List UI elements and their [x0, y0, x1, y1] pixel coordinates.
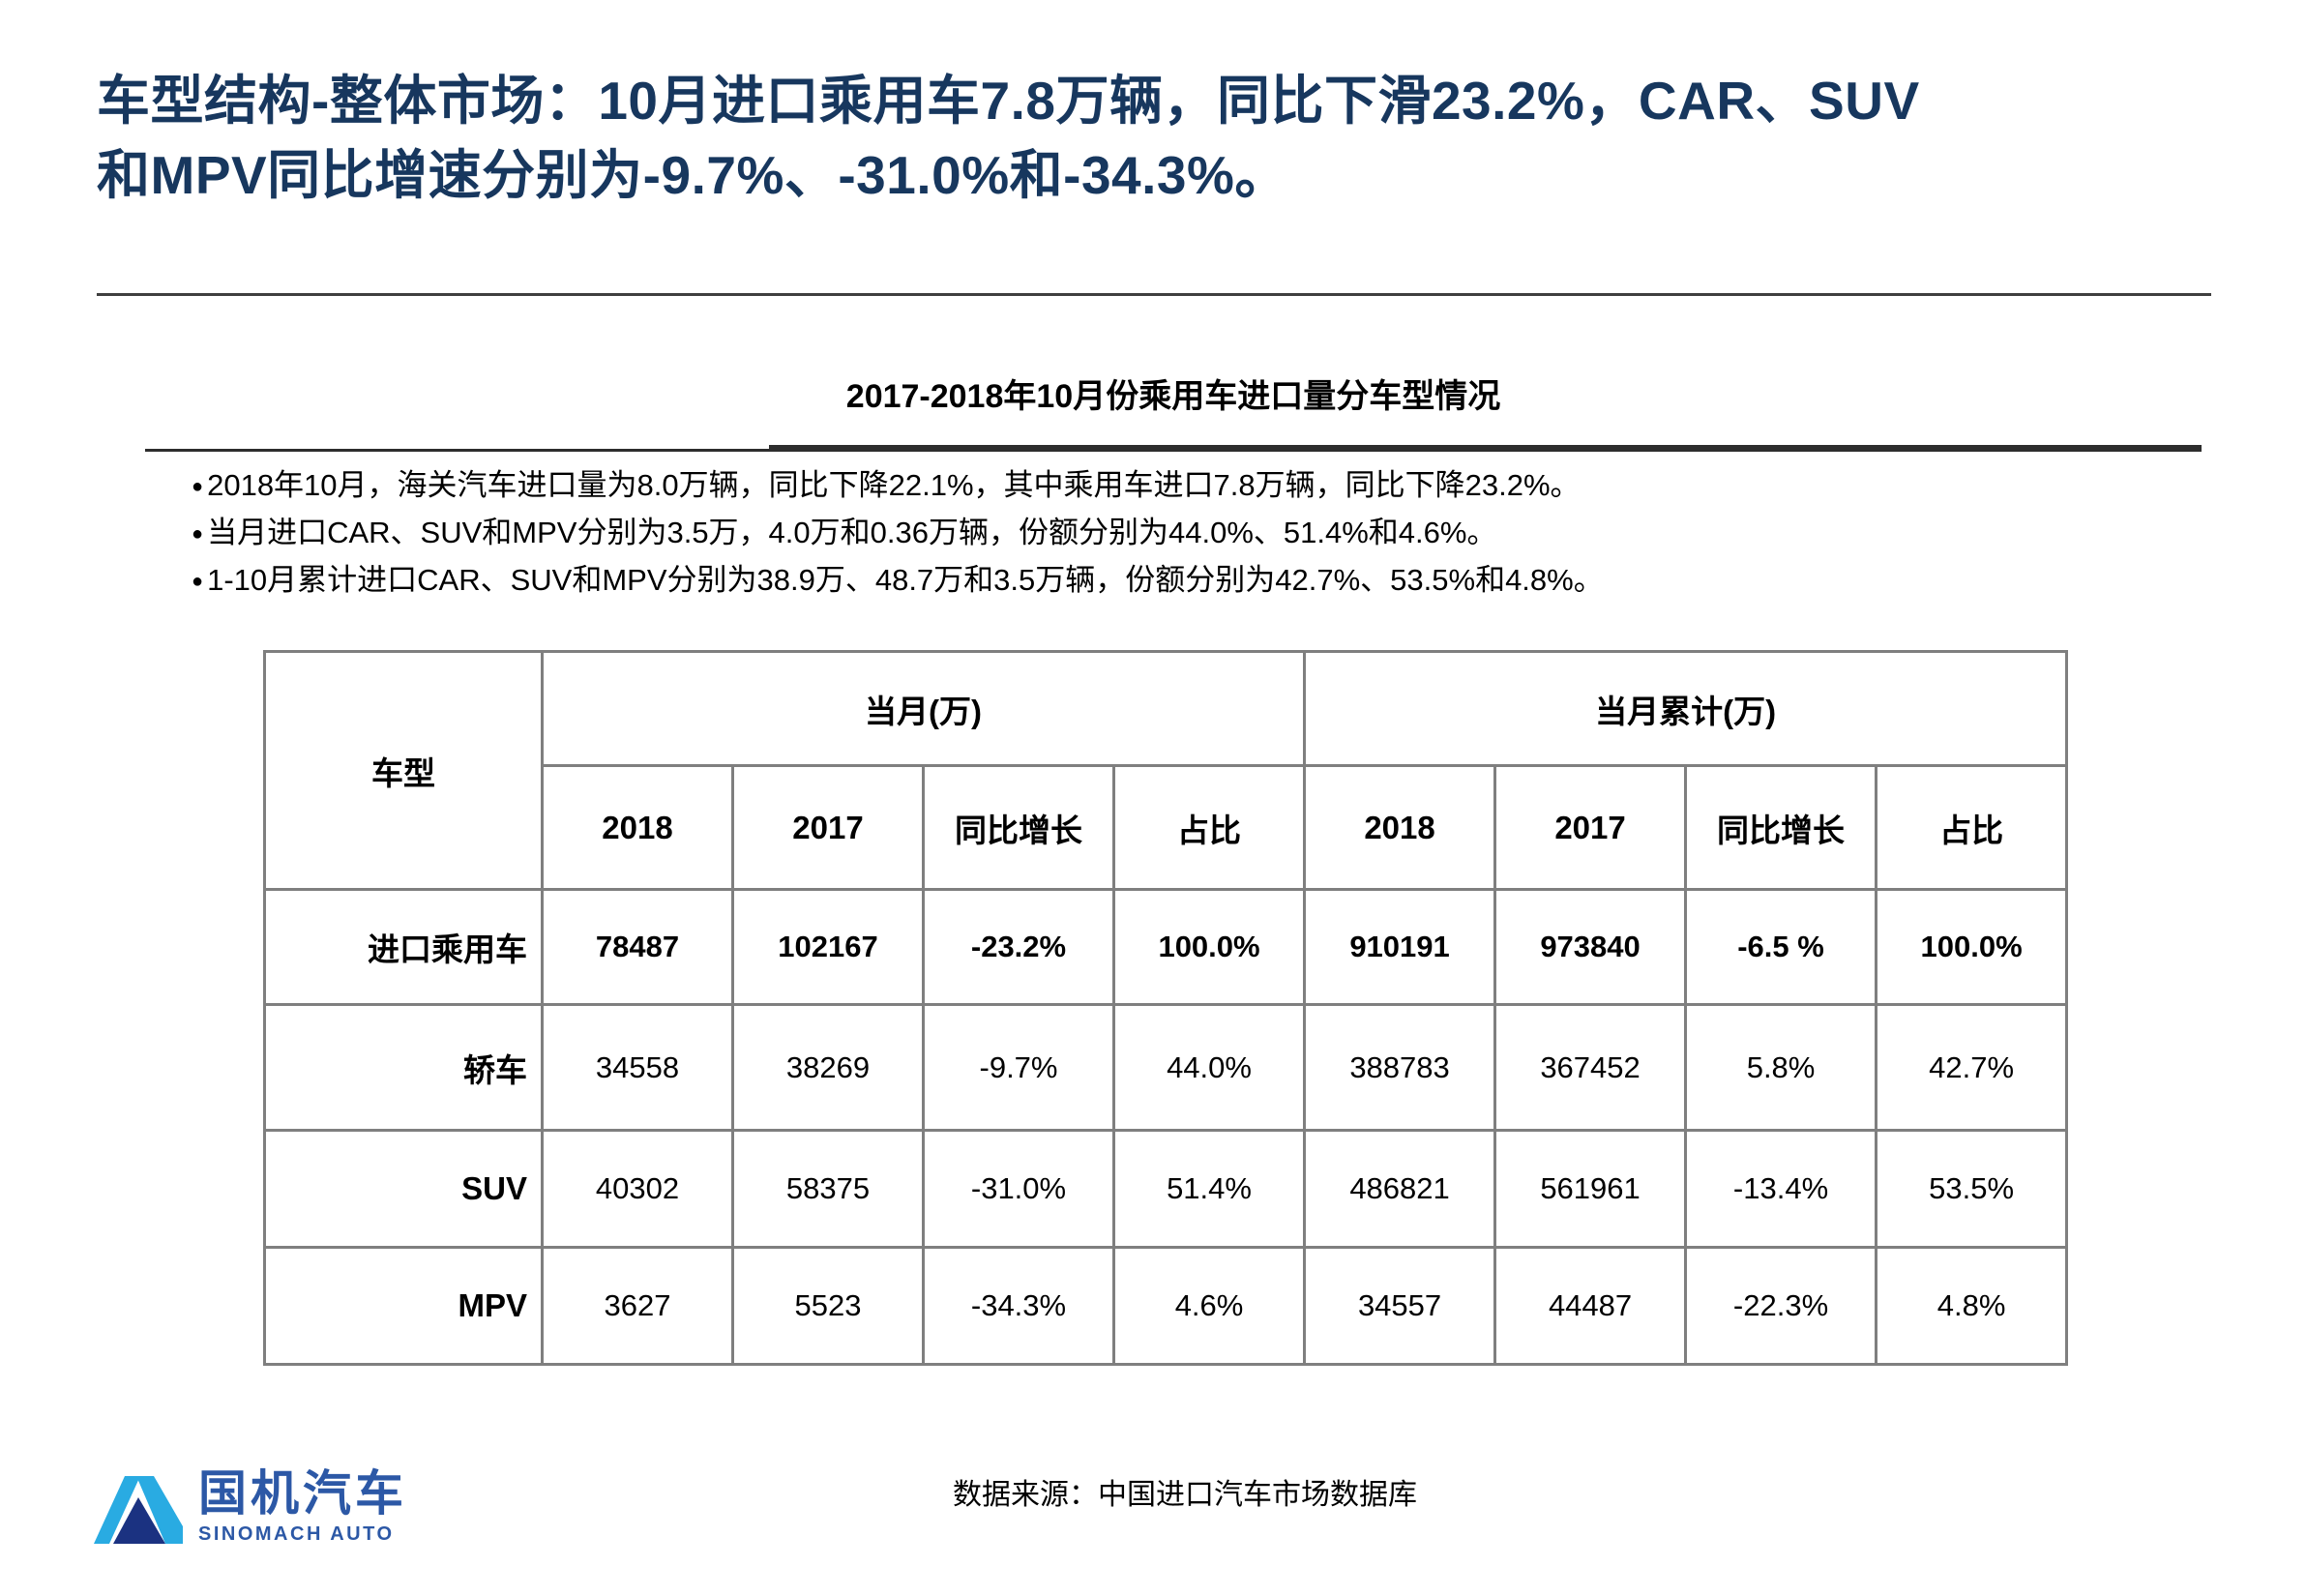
- cell-car-cur-2017: 38269: [731, 1003, 925, 1132]
- header-vehicle-type: 车型: [263, 650, 544, 891]
- subheader-current-2018: 2018: [541, 764, 734, 891]
- table-row-car: 轿车 34558 38269 -9.7% 44.0% 388783 367452…: [263, 1003, 2069, 1132]
- cell-total-cum-2017: 973840: [1493, 888, 1688, 1006]
- cell-suv-cur-2017: 58375: [731, 1129, 925, 1249]
- table-row-mpv: MPV 3627 5523 -34.3% 4.6% 34557 44487 -2…: [263, 1246, 2069, 1366]
- cell-car-cur-yoy: -9.7%: [922, 1003, 1115, 1132]
- cell-suv-cur-yoy: -31.0%: [922, 1129, 1115, 1249]
- subheader-current-share: 占比: [1111, 764, 1307, 891]
- page-title-line2: 和MPV同比增速分别为-9.7%、-31.0%和-34.3%。: [97, 145, 1288, 205]
- bullet-item: 1-10月累计进口CAR、SUV和MPV分别为38.9万、48.7万和3.5万辆…: [192, 557, 2203, 605]
- cell-total-cur-2018: 78487: [541, 888, 734, 1006]
- import-volume-table: 车型 当月(万) 当月累计(万) 2018 2017 同比增长 占比 2018 …: [263, 650, 2069, 1366]
- cell-mpv-cur-2017: 5523: [731, 1246, 925, 1366]
- title-divider: [97, 293, 2211, 296]
- subheader-cum-2017: 2017: [1493, 764, 1688, 891]
- cell-suv-cum-share: 53.5%: [1875, 1129, 2069, 1249]
- table-row-total: 进口乘用车 78487 102167 -23.2% 100.0% 910191 …: [263, 888, 2069, 1006]
- mountain-logo-icon: [94, 1476, 183, 1544]
- row-label-mpv: MPV: [263, 1246, 544, 1366]
- cell-car-cur-share: 44.0%: [1111, 1003, 1307, 1132]
- cell-suv-cum-yoy: -13.4%: [1684, 1129, 1878, 1249]
- logo-name-en: SINOMACH AUTO: [198, 1522, 395, 1545]
- cell-total-cur-share: 100.0%: [1111, 888, 1307, 1006]
- subheader-current-2017: 2017: [731, 764, 925, 891]
- header-cumulative: 当月累计(万): [1303, 650, 2069, 767]
- cell-car-cum-2018: 388783: [1303, 1003, 1497, 1132]
- bullet-item: 2018年10月，海关汽车进口量为8.0万辆，同比下降22.1%，其中乘用车进口…: [192, 462, 2203, 510]
- cell-suv-cum-2017: 561961: [1493, 1129, 1688, 1249]
- cell-mpv-cum-2017: 44487: [1493, 1246, 1688, 1366]
- cell-car-cur-2018: 34558: [541, 1003, 734, 1132]
- row-label-car: 轿车: [263, 1003, 544, 1132]
- cell-suv-cum-2018: 486821: [1303, 1129, 1497, 1249]
- cell-mpv-cum-2018: 34557: [1303, 1246, 1497, 1366]
- page-title: 车型结构-整体市场：10月进口乘用车7.8万辆，同比下滑23.2%，CAR、SU…: [97, 64, 2215, 213]
- cell-suv-cur-2018: 40302: [541, 1129, 734, 1249]
- cell-suv-cur-share: 51.4%: [1111, 1129, 1307, 1249]
- divider-segment-thick: [769, 445, 2202, 452]
- cell-total-cum-2018: 910191: [1303, 888, 1497, 1006]
- page-title-line1: 车型结构-整体市场：10月进口乘用车7.8万辆，同比下滑23.2%，CAR、SU…: [97, 71, 1920, 131]
- chart-title: 2017-2018年10月份乘用车进口量分车型情况: [845, 378, 1501, 415]
- cell-total-cur-2017: 102167: [731, 888, 925, 1006]
- subheader-cum-yoy: 同比增长: [1684, 764, 1878, 891]
- cell-total-cum-share: 100.0%: [1875, 888, 2069, 1006]
- cell-mpv-cur-yoy: -34.3%: [922, 1246, 1115, 1366]
- row-label-imported-pv: 进口乘用车: [263, 888, 544, 1006]
- cell-mpv-cum-yoy: -22.3%: [1684, 1246, 1878, 1366]
- subheader-cum-2018: 2018: [1303, 764, 1497, 891]
- subheader-current-yoy: 同比增长: [922, 764, 1115, 891]
- bullet-list: 2018年10月，海关汽车进口量为8.0万辆，同比下降22.1%，其中乘用车进口…: [192, 462, 2203, 605]
- cell-car-cum-yoy: 5.8%: [1684, 1003, 1878, 1132]
- cell-mpv-cur-share: 4.6%: [1111, 1246, 1307, 1366]
- logo-text-block: 国机汽车 SINOMACH AUTO: [198, 1468, 407, 1546]
- cell-total-cum-yoy: -6.5 %: [1684, 888, 1878, 1006]
- cell-car-cum-2017: 367452: [1493, 1003, 1688, 1132]
- table-row-suv: SUV 40302 58375 -31.0% 51.4% 486821 5619…: [263, 1129, 2069, 1249]
- row-label-suv: SUV: [263, 1129, 544, 1249]
- header-current-month: 当月(万): [540, 650, 1307, 767]
- chart-title-divider: [145, 444, 2202, 452]
- cell-car-cum-share: 42.7%: [1875, 1003, 2069, 1132]
- divider-segment-thin: [145, 449, 769, 452]
- data-source-text: 数据来源：中国进口汽车市场数据库: [953, 1479, 1417, 1511]
- bullet-item: 当月进口CAR、SUV和MPV分别为3.5万，4.0万和0.36万辆，份额分别为…: [192, 510, 2203, 557]
- cell-mpv-cum-share: 4.8%: [1875, 1246, 2069, 1366]
- logo-name-cn: 国机汽车: [198, 1466, 407, 1522]
- cell-mpv-cur-2018: 3627: [541, 1246, 734, 1366]
- company-logo: 国机汽车 SINOMACH AUTO: [92, 1468, 407, 1546]
- cell-total-cur-yoy: -23.2%: [922, 888, 1115, 1006]
- subheader-cum-share: 占比: [1875, 764, 2069, 891]
